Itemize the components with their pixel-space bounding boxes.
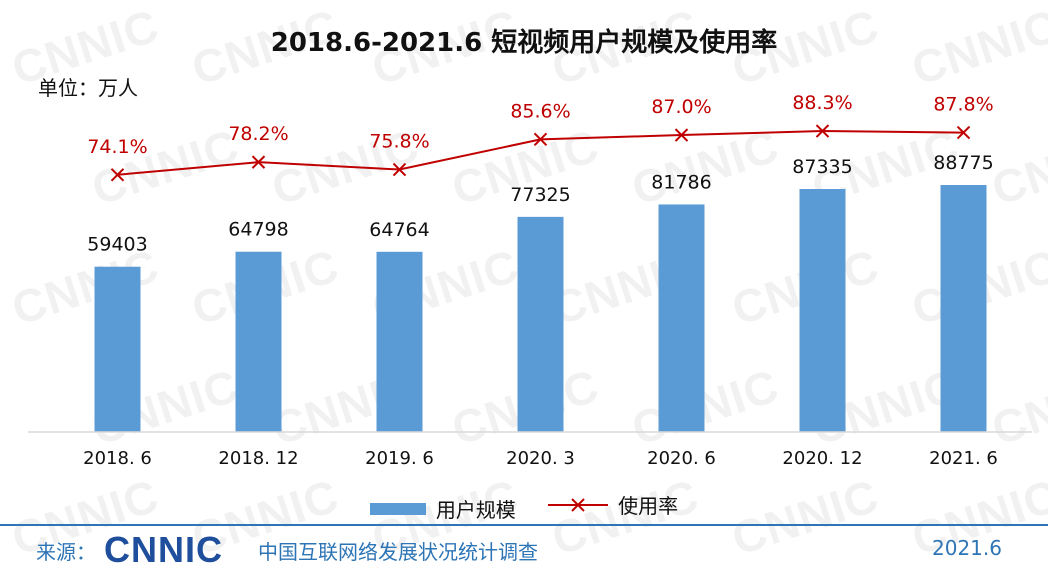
rate-marker bbox=[674, 128, 689, 142]
x-tick-label: 2020. 6 bbox=[647, 448, 716, 469]
bar bbox=[517, 216, 564, 432]
rate-value-label: 87.8% bbox=[933, 94, 993, 116]
rate-marker bbox=[110, 168, 125, 182]
bar bbox=[235, 251, 282, 432]
source-name: 中国互联网络发展状况统计调查 bbox=[258, 540, 538, 564]
source-date: 2021.6 bbox=[932, 536, 1002, 560]
bar bbox=[94, 266, 141, 432]
rate-value-label: 85.6% bbox=[510, 100, 570, 122]
bar-value-label: 88775 bbox=[933, 152, 993, 174]
rate-marker bbox=[251, 155, 266, 169]
chart-title: 2018.6-2021.6 短视频用户规模及使用率 bbox=[270, 28, 778, 58]
bar bbox=[940, 185, 987, 432]
bar-labels-group: 59403 64798 64764 77325 81786 87335 88775 bbox=[87, 152, 993, 256]
bar bbox=[376, 251, 423, 432]
footer-divider bbox=[0, 524, 1048, 526]
legend-bar-label: 用户规模 bbox=[435, 498, 516, 522]
unit-label: 单位：万人 bbox=[38, 76, 138, 100]
bar-value-label: 81786 bbox=[651, 171, 711, 193]
source-prefix: 来源： bbox=[36, 540, 96, 564]
rate-value-label: 88.3% bbox=[792, 92, 852, 114]
x-tick-label: 2020. 12 bbox=[782, 448, 862, 469]
line-group bbox=[110, 124, 971, 182]
x-tick-label: 2021. 6 bbox=[929, 448, 998, 469]
bar-value-label: 64764 bbox=[369, 219, 429, 241]
rate-marker bbox=[392, 162, 407, 177]
bar-value-label: 59403 bbox=[87, 234, 147, 256]
rate-value-label: 74.1% bbox=[87, 136, 147, 158]
bars-group bbox=[94, 185, 987, 432]
x-tick-label: 2018. 12 bbox=[218, 448, 298, 469]
bar-value-label: 87335 bbox=[792, 156, 852, 178]
x-tick-label: 2020. 3 bbox=[506, 448, 575, 469]
legend-line-label: 使用率 bbox=[618, 494, 679, 518]
rate-value-label: 75.8% bbox=[369, 131, 429, 153]
cnnic-logo: CNNIC bbox=[104, 529, 223, 570]
x-tick-label: 2018. 6 bbox=[83, 448, 152, 469]
rate-marker bbox=[533, 132, 548, 147]
rate-marker bbox=[956, 125, 971, 140]
ticks-group: 2018. 6 2018. 12 2019. 6 2020. 3 2020. 6 2020… bbox=[83, 448, 998, 469]
rate-marker bbox=[815, 124, 830, 138]
bar-value-label: 64798 bbox=[228, 219, 288, 241]
rate-value-label: 78.2% bbox=[228, 123, 288, 145]
x-tick-label: 2019. 6 bbox=[365, 448, 434, 469]
chart-area: 59403 64798 64764 77325 81786 87335 88775 74.1… bbox=[28, 92, 1032, 469]
legend-item-bar: 用户规模 bbox=[369, 494, 516, 523]
legend-item-line: 使用率 bbox=[546, 490, 678, 519]
bar bbox=[799, 189, 846, 432]
legend: 用户规模 使用率 bbox=[0, 490, 1048, 523]
rate-labels-group: 74.1% 78.2% 75.8% 85.6% 87.0% 88.3% 87.8% bbox=[87, 92, 993, 158]
legend-line-swatch bbox=[548, 497, 609, 512]
bar bbox=[658, 204, 705, 432]
legend-bar-swatch bbox=[369, 502, 426, 515]
rate-value-label: 87.0% bbox=[651, 96, 711, 118]
bar-value-label: 77325 bbox=[510, 184, 570, 206]
